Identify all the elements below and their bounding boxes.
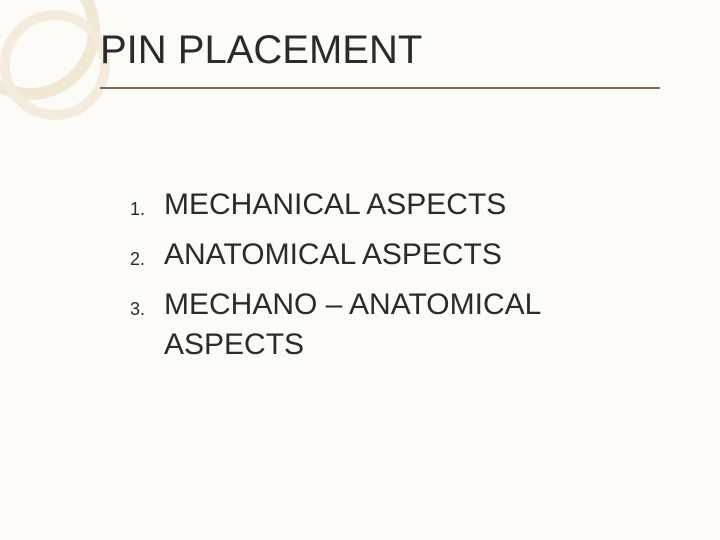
list-item: 3. MECHANO – ANATOMICAL ASPECTS — [130, 285, 640, 365]
list-marker: 3. — [130, 285, 164, 329]
list-item-text: MECHANICAL ASPECTS — [164, 185, 506, 225]
list-item: 2. ANATOMICAL ASPECTS — [130, 235, 640, 279]
list-marker: 2. — [130, 235, 164, 279]
list-item: 1. MECHANICAL ASPECTS — [130, 185, 640, 229]
title-underline — [100, 87, 660, 89]
list-item-text: ANATOMICAL ASPECTS — [164, 235, 502, 275]
decor-ring-outer — [0, 0, 100, 100]
list-item-text: MECHANO – ANATOMICAL ASPECTS — [164, 285, 640, 365]
slide-title: PIN PLACEMENT — [100, 28, 660, 87]
content-list: 1. MECHANICAL ASPECTS 2. ANATOMICAL ASPE… — [130, 185, 640, 371]
decor-ring-inner — [0, 10, 110, 120]
list-marker: 1. — [130, 185, 164, 229]
title-block: PIN PLACEMENT — [100, 28, 660, 89]
